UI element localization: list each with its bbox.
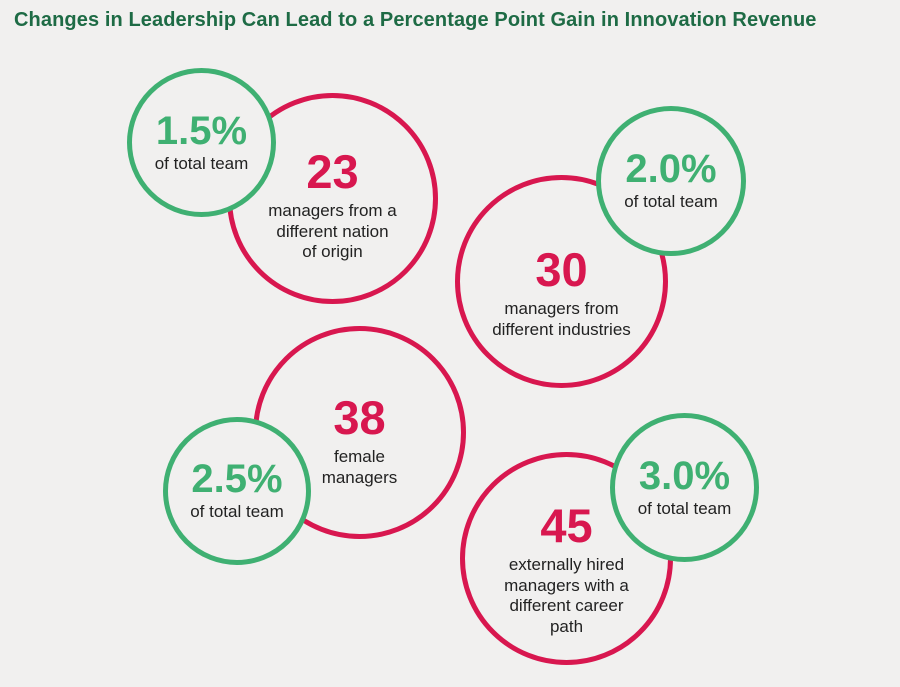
percent-circle-career-path: 3.0% of total team: [610, 413, 759, 562]
percent-value: 2.5%: [191, 457, 283, 502]
stat-count: 45: [540, 499, 593, 552]
stat-circle-industries: 30 managers from different industries: [455, 175, 668, 388]
percent-value: 2.0%: [625, 147, 717, 192]
stat-description: externally hired managers with a differe…: [504, 555, 629, 637]
percent-circle-female: 2.5% of total team: [163, 417, 311, 565]
percent-label: of total team: [624, 192, 718, 212]
percent-label: of total team: [154, 153, 249, 173]
page-title: Changes in Leadership Can Lead to a Perc…: [14, 9, 817, 31]
stat-description: managers from a different nation of orig…: [268, 201, 397, 262]
stat-description: managers from different industries: [492, 299, 631, 339]
percent-label: of total team: [190, 502, 284, 522]
percent-value: 1.5%: [155, 108, 248, 153]
percent-circle-nation-of-origin: 1.5% of total team: [127, 68, 276, 217]
percent-value: 3.0%: [638, 453, 731, 498]
stat-count: 23: [306, 145, 359, 198]
stat-circle-nation-of-origin: 23 managers from a different nation of o…: [227, 93, 438, 304]
stat-count: 38: [333, 391, 386, 444]
stat-description: female managers: [321, 447, 398, 487]
stat-count: 30: [535, 243, 588, 296]
percent-label: of total team: [637, 498, 732, 518]
stat-circle-career-path: 45 externally hired managers with a diff…: [460, 452, 673, 665]
percent-circle-industries: 2.0% of total team: [596, 106, 746, 256]
